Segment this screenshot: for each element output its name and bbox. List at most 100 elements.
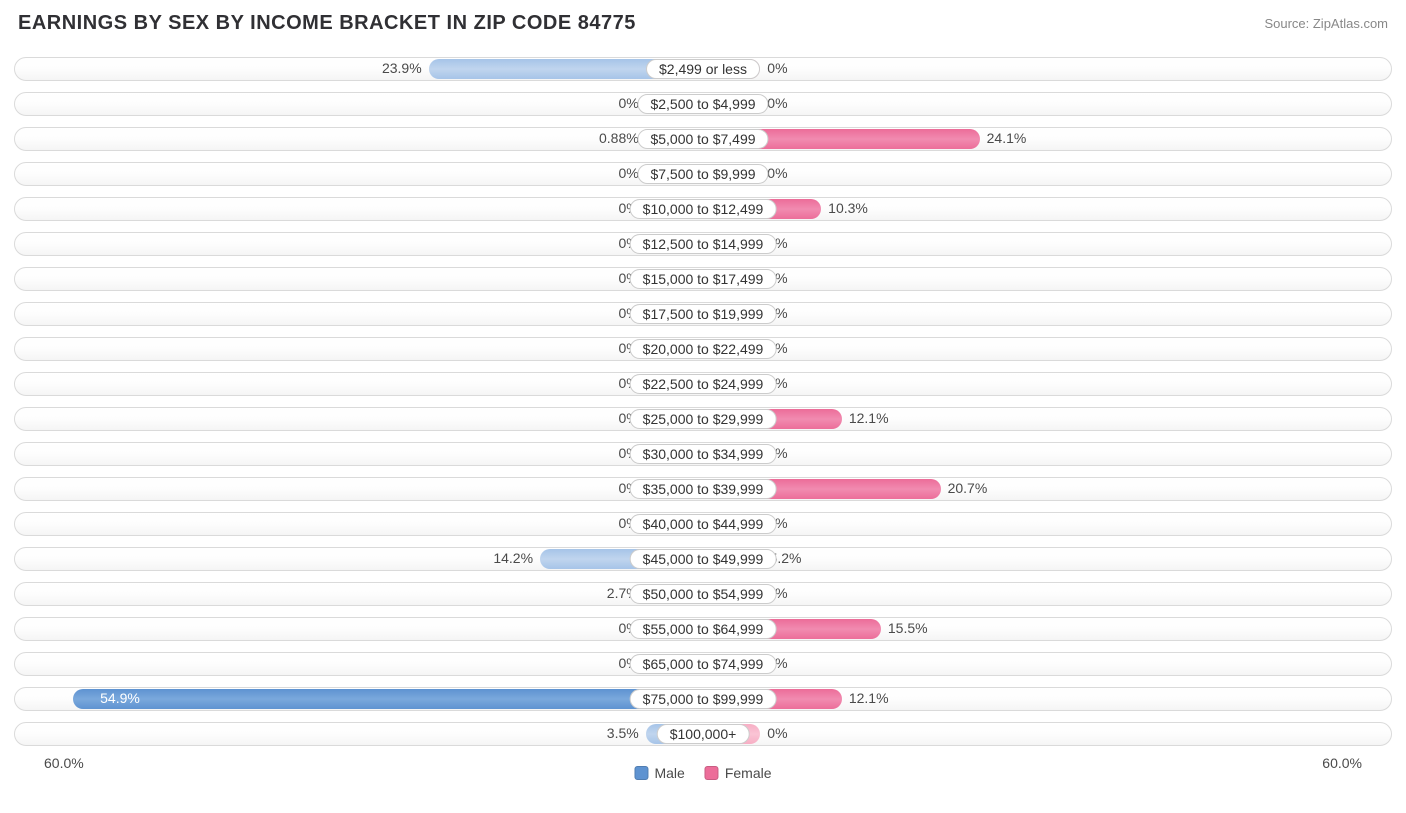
chart-row: 2.7%0%$50,000 to $54,999 [14,577,1392,611]
category-label: $100,000+ [657,724,750,744]
chart-row: 0%0%$12,500 to $14,999 [14,227,1392,261]
female-value: 0% [767,165,787,181]
category-label: $7,500 to $9,999 [637,164,768,184]
chart-row: 0%0%$17,500 to $19,999 [14,297,1392,331]
female-half [703,162,1392,186]
category-label: $20,000 to $22,499 [630,339,777,359]
female-value: 0% [767,725,787,741]
female-swatch-icon [705,766,719,780]
male-half [14,372,703,396]
male-half [14,512,703,536]
category-label: $65,000 to $74,999 [630,654,777,674]
chart-row: 54.9%12.1%$75,000 to $99,999 [14,682,1392,716]
category-label: $15,000 to $17,499 [630,269,777,289]
chart-row: 3.5% 0% $100,000+ [14,717,1392,751]
axis-max-left: 60.0% [44,755,84,771]
male-half [14,232,703,256]
category-label: $25,000 to $29,999 [630,409,777,429]
female-value: 20.7% [948,480,988,496]
female-half [703,582,1392,606]
female-half [703,92,1392,116]
legend-female-label: Female [725,765,772,781]
chart-row: 0%20.7%$35,000 to $39,999 [14,472,1392,506]
male-half [14,57,703,81]
female-value: 15.5% [888,620,928,636]
female-half [703,127,1392,151]
female-half [703,722,1392,746]
female-half [703,617,1392,641]
category-label: $12,500 to $14,999 [630,234,777,254]
male-swatch-icon [634,766,648,780]
male-half [14,547,703,571]
male-half [14,302,703,326]
category-label: $35,000 to $39,999 [630,479,777,499]
male-value: 23.9% [382,60,422,76]
source-attribution: Source: ZipAtlas.com [1264,16,1388,31]
female-value: 24.1% [987,130,1027,146]
category-label: $40,000 to $44,999 [630,514,777,534]
category-label: $10,000 to $12,499 [630,199,777,219]
male-value: 54.9% [100,690,140,706]
chart-row: 0%0%$40,000 to $44,999 [14,507,1392,541]
female-half [703,337,1392,361]
male-value: 0% [618,95,638,111]
female-half [703,407,1392,431]
male-half [14,197,703,221]
chart-title: EARNINGS BY SEX BY INCOME BRACKET IN ZIP… [18,12,636,35]
male-bar [73,689,703,709]
category-label: $45,000 to $49,999 [630,549,777,569]
female-half [703,267,1392,291]
chart-row: 0% 0%$7,500 to $9,999 [14,157,1392,191]
category-label: $22,500 to $24,999 [630,374,777,394]
male-half [14,722,703,746]
chart-row: 0%0%$22,500 to $24,999 [14,367,1392,401]
chart-row: 14.2%5.2%$45,000 to $49,999 [14,542,1392,576]
female-value: 0% [767,95,787,111]
category-label: $2,500 to $4,999 [637,94,768,114]
chart-row: 0%0%$15,000 to $17,499 [14,262,1392,296]
male-value: 3.5% [607,725,639,741]
female-half [703,442,1392,466]
male-half [14,92,703,116]
chart-row: 23.9% 0% $2,499 or less [14,52,1392,86]
chart-row: 0%0%$65,000 to $74,999 [14,647,1392,681]
legend-male: Male [634,765,684,781]
female-half [703,372,1392,396]
category-label: $2,499 or less [646,59,760,79]
female-half [703,197,1392,221]
male-half [14,162,703,186]
category-label: $50,000 to $54,999 [630,584,777,604]
male-half [14,442,703,466]
category-label: $17,500 to $19,999 [630,304,777,324]
female-value: 10.3% [828,200,868,216]
female-half [703,547,1392,571]
female-value: 12.1% [849,410,889,426]
chart-row: 0% 0%$2,500 to $4,999 [14,87,1392,121]
female-half [703,512,1392,536]
female-half [703,57,1392,81]
chart-row: 0%10.3%$10,000 to $12,499 [14,192,1392,226]
female-half [703,652,1392,676]
category-label: $5,000 to $7,499 [637,129,768,149]
male-half [14,652,703,676]
chart-row: 0%0%$20,000 to $22,499 [14,332,1392,366]
male-half [14,407,703,431]
diverging-bar-chart: 23.9%0%$2,499 or less0%0%$2,500 to $4,99… [14,52,1392,753]
male-half [14,477,703,501]
male-half [14,582,703,606]
female-half [703,302,1392,326]
male-half [14,337,703,361]
female-value: 0% [767,60,787,76]
female-half [703,232,1392,256]
category-label: $75,000 to $99,999 [630,689,777,709]
male-value: 0% [618,165,638,181]
chart-row: 0.88% 24.1% $5,000 to $7,499 [14,122,1392,156]
legend-female: Female [705,765,772,781]
chart-row: 0%0%$30,000 to $34,999 [14,437,1392,471]
male-value: 0.88% [599,130,639,146]
male-value: 14.2% [493,550,533,566]
legend: Male Female [634,765,771,781]
chart-row: 0%15.5%$55,000 to $64,999 [14,612,1392,646]
category-label: $30,000 to $34,999 [630,444,777,464]
male-half [14,617,703,641]
